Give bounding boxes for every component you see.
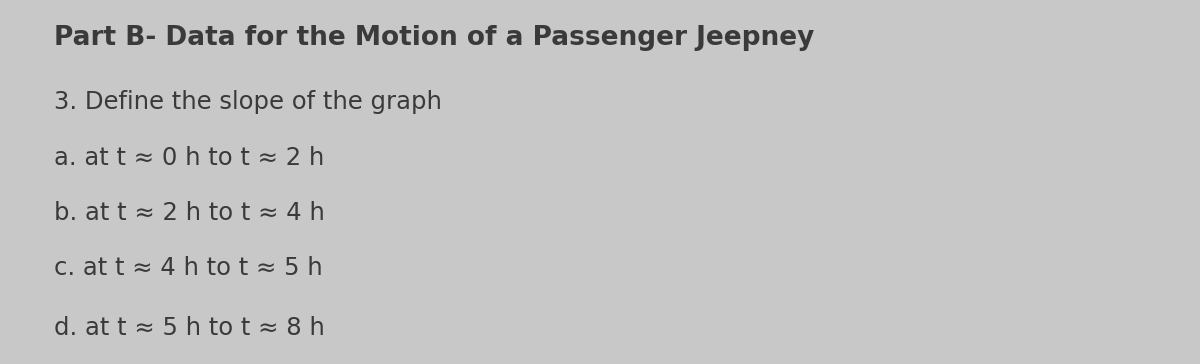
Text: a. at t ≈ 0 h to t ≈ 2 h: a. at t ≈ 0 h to t ≈ 2 h: [54, 146, 324, 170]
Text: 3. Define the slope of the graph: 3. Define the slope of the graph: [54, 90, 442, 114]
Text: b. at t ≈ 2 h to t ≈ 4 h: b. at t ≈ 2 h to t ≈ 4 h: [54, 201, 325, 225]
Text: d. at t ≈ 5 h to t ≈ 8 h: d. at t ≈ 5 h to t ≈ 8 h: [54, 316, 325, 340]
Text: c. at t ≈ 4 h to t ≈ 5 h: c. at t ≈ 4 h to t ≈ 5 h: [54, 256, 323, 280]
Text: Part B- Data for the Motion of a Passenger Jeepney: Part B- Data for the Motion of a Passeng…: [54, 25, 815, 51]
